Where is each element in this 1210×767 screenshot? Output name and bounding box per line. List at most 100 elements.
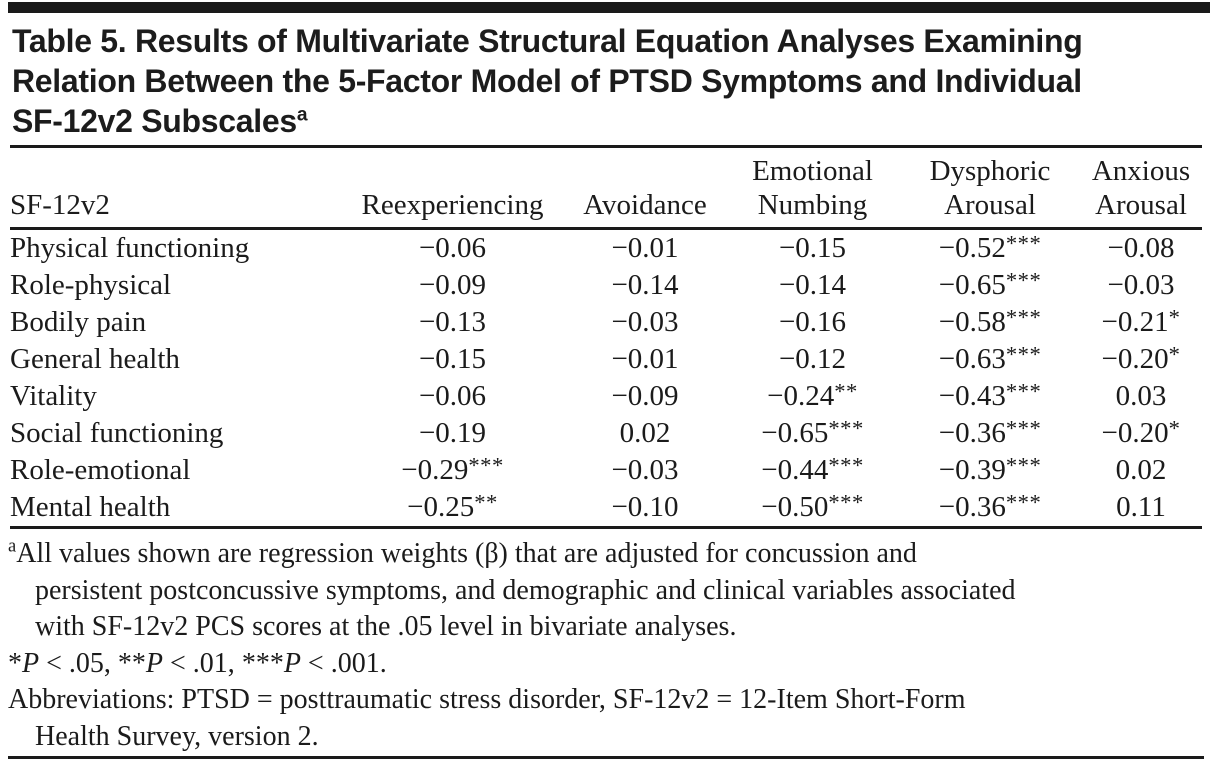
header-row: SF-12v2 Reexperiencing Avoidance Emotion… <box>10 148 1202 230</box>
significance-stars: *** <box>1005 341 1042 367</box>
significance-stars: *** <box>828 452 864 478</box>
table-body: Physical functioning −0.06 −0.01 −0.15 −… <box>10 229 1202 528</box>
significance-stars: *** <box>1005 230 1042 256</box>
row-label: Social functioning <box>10 417 224 449</box>
cell-value: −0.09 <box>611 380 679 412</box>
footnote-a-marker: a <box>8 535 17 556</box>
cell-value: −0.65*** <box>761 415 864 449</box>
column-header-reexperiencing: Reexperiencing <box>340 148 565 230</box>
p-symbol: P <box>145 647 164 679</box>
cell-value: 0.11 <box>1116 491 1166 523</box>
cell-value: −0.06 <box>418 232 487 264</box>
cell-value: −0.63*** <box>938 341 1042 375</box>
table-row: Physical functioning −0.06 −0.01 −0.15 −… <box>10 229 1202 268</box>
cell-value: −0.36*** <box>938 415 1042 449</box>
cell-value: −0.65*** <box>938 267 1042 301</box>
significance-stars: *** <box>1005 304 1042 330</box>
results-table: SF-12v2 Reexperiencing Avoidance Emotion… <box>10 148 1202 529</box>
cell-value: −0.14 <box>778 269 847 301</box>
column-header-avoidance: Avoidance <box>565 148 725 230</box>
footnote-a-text: persistent postconcussive symptoms, and … <box>35 574 1016 606</box>
cell-value: −0.36*** <box>938 489 1042 523</box>
cell-value: −0.21* <box>1101 304 1181 338</box>
cell-value: −0.09 <box>418 269 487 301</box>
significance-stars: *** <box>1005 415 1042 441</box>
footnote-a-text: with SF-12v2 PCS scores at the .05 level… <box>35 611 737 642</box>
footnote-a-text: All values shown are regression weights … <box>16 538 917 569</box>
cell-value: −0.15 <box>418 343 487 375</box>
title-footnote-marker: a <box>296 104 308 126</box>
cell-value: −0.25** <box>407 489 498 523</box>
cell-value: −0.20* <box>1101 415 1181 449</box>
cell-value: −0.52*** <box>938 230 1042 264</box>
significance-stars: ** <box>474 489 498 515</box>
cell-value: −0.29*** <box>401 452 504 486</box>
table-title: Table 5. Results of Multivariate Structu… <box>12 21 1204 141</box>
table-row: Role-emotional −0.29*** −0.03 −0.44*** −… <box>10 452 1202 489</box>
row-label: Mental health <box>10 491 171 523</box>
table-row: Vitality −0.06 −0.09 −0.24** −0.43*** 0.… <box>10 378 1202 415</box>
significance-stars: *** <box>828 489 864 515</box>
title-line: SF-12v2 Subscalesa <box>12 101 1204 141</box>
cell-value: −0.58*** <box>938 304 1042 338</box>
cell-value: −0.03 <box>611 306 679 338</box>
cell-value: −0.01 <box>611 232 679 264</box>
footnote-a: aAll values shown are regression weights… <box>8 536 1204 646</box>
significance-stars: *** <box>1005 452 1042 478</box>
cell-value: −0.19 <box>418 417 487 449</box>
significance-stars: * <box>1168 415 1181 441</box>
row-label: Role-physical <box>10 269 172 301</box>
table-row: General health −0.15 −0.01 −0.12 −0.63**… <box>10 341 1202 378</box>
cell-value: −0.43*** <box>938 378 1042 412</box>
cell-value: 0.03 <box>1115 380 1167 412</box>
column-header-sf12v2: SF-12v2 <box>10 148 340 230</box>
cell-value: −0.08 <box>1107 232 1175 264</box>
significance-stars: *** <box>828 415 864 441</box>
cell-value: −0.50*** <box>761 489 864 523</box>
cell-value: −0.13 <box>418 306 487 338</box>
rule-under-title <box>10 145 1202 148</box>
row-label: Vitality <box>10 380 97 412</box>
significance-stars: ** <box>834 378 858 404</box>
significance-stars: *** <box>1005 378 1042 404</box>
table-header: SF-12v2 Reexperiencing Avoidance Emotion… <box>10 148 1202 230</box>
cell-value: −0.44*** <box>761 452 864 486</box>
cell-value: −0.12 <box>778 343 847 375</box>
significance-stars: *** <box>468 452 504 478</box>
top-rule-bar <box>8 2 1210 13</box>
significance-stars: *** <box>1005 489 1042 515</box>
cell-value: −0.16 <box>778 306 847 338</box>
cell-value: −0.10 <box>611 491 679 523</box>
title-line: Relation Between the 5-Factor Model of P… <box>12 63 1082 99</box>
significance-note: *P < .05, **P < .01, ***P < .001. <box>8 647 387 679</box>
cell-value: −0.01 <box>611 343 679 375</box>
row-label: Role-emotional <box>10 454 191 486</box>
column-header-dysphoric-arousal: Dysphoric Arousal <box>900 148 1080 230</box>
significance-stars: *** <box>1005 267 1042 293</box>
column-header-emotional-numbing: Emotional Numbing <box>725 148 900 230</box>
row-label: Physical functioning <box>10 232 250 264</box>
table-footnotes: aAll values shown are regression weights… <box>8 536 1204 755</box>
cell-value: −0.24** <box>767 378 858 412</box>
table-row: Mental health −0.25** −0.10 −0.50*** −0.… <box>10 489 1202 528</box>
abbreviations-note: Abbreviations: PTSD = posttraumatic stre… <box>8 682 1204 755</box>
cell-value: −0.03 <box>611 454 679 486</box>
bottom-rule <box>8 756 1204 759</box>
cell-value: 0.02 <box>1115 454 1167 486</box>
p-symbol: P <box>283 647 301 679</box>
abbreviations-text: Health Survey, version 2. <box>35 720 319 752</box>
title-line: Table 5. Results of Multivariate Structu… <box>12 23 1083 59</box>
table-row: Social functioning −0.19 0.02 −0.65*** −… <box>10 415 1202 452</box>
cell-value: −0.14 <box>611 269 679 301</box>
significance-stars: * <box>1168 304 1181 330</box>
title-line-text: SF-12v2 Subscales <box>12 103 297 139</box>
abbreviations-text: Abbreviations: PTSD = posttraumatic stre… <box>8 684 966 715</box>
cell-value: −0.03 <box>1107 269 1175 301</box>
cell-value: 0.02 <box>619 417 671 449</box>
row-label: Bodily pain <box>10 306 147 338</box>
significance-stars: * <box>1168 341 1181 367</box>
row-label: General health <box>10 343 180 375</box>
table-row: Role-physical −0.09 −0.14 −0.14 −0.65***… <box>10 267 1202 304</box>
cell-value: −0.20* <box>1101 341 1181 375</box>
